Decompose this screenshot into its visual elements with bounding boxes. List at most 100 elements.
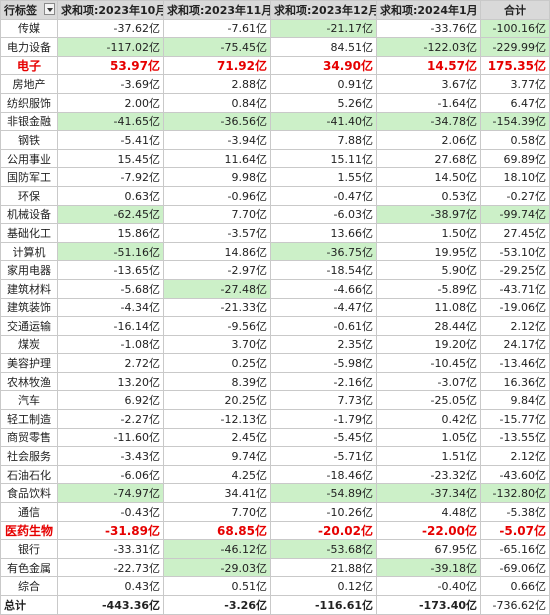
row-label-cell[interactable]: 石油石化 (0, 464, 58, 485)
value-cell-oct[interactable]: -7.92亿 (57, 167, 164, 187)
value-cell-nov[interactable]: -9.56亿 (163, 316, 271, 336)
value-cell-nov[interactable]: -29.03亿 (163, 557, 271, 578)
row-label-header[interactable]: 行标签 (0, 0, 58, 20)
row-label-cell[interactable]: 通信 (0, 502, 58, 522)
value-cell-oct[interactable]: 13.20亿 (57, 371, 164, 392)
row-label-cell[interactable]: 电力设备 (0, 37, 58, 57)
value-cell-nov[interactable]: 7.70亿 (163, 502, 271, 522)
value-cell-nov[interactable]: 9.98亿 (163, 167, 271, 187)
value-cell-dec[interactable]: 2.35亿 (270, 334, 377, 355)
value-cell-total[interactable]: -5.07亿 (480, 520, 550, 541)
value-cell-jan[interactable]: 28.44亿 (376, 316, 481, 336)
value-cell-nov[interactable]: 4.25亿 (163, 464, 271, 485)
value-cell-total[interactable]: 3.77亿 (480, 74, 550, 94)
column-header-dec[interactable]: 求和项:2023年12月 (270, 0, 377, 20)
value-cell-oct[interactable]: -74.97亿 (57, 483, 164, 504)
value-cell-total[interactable]: 69.89亿 (480, 148, 550, 169)
value-cell-nov[interactable]: 3.70亿 (163, 334, 271, 355)
value-cell-jan[interactable]: -38.97亿 (376, 204, 481, 225)
value-cell-nov[interactable]: 0.51亿 (163, 576, 271, 596)
value-cell-nov[interactable]: -2.97亿 (163, 260, 271, 280)
value-cell-oct[interactable]: 0.43亿 (57, 576, 164, 596)
row-label-cell[interactable]: 美容护理 (0, 353, 58, 373)
row-label-cell[interactable]: 纺织服饰 (0, 92, 58, 113)
value-cell-oct[interactable]: 53.97亿 (57, 55, 164, 76)
row-label-cell[interactable]: 建筑装饰 (0, 297, 58, 318)
total-cell-jan[interactable]: -173.40亿 (376, 595, 481, 615)
row-label-cell[interactable]: 银行 (0, 539, 58, 559)
row-label-cell[interactable]: 医药生物 (0, 520, 58, 541)
value-cell-nov[interactable]: -3.57亿 (163, 223, 271, 243)
value-cell-nov[interactable]: 0.84亿 (163, 92, 271, 113)
value-cell-jan[interactable]: -10.45亿 (376, 353, 481, 373)
row-label-cell[interactable]: 基础化工 (0, 223, 58, 243)
value-cell-jan[interactable]: 14.57亿 (376, 55, 481, 76)
value-cell-dec[interactable]: 0.91亿 (270, 74, 377, 94)
value-cell-nov[interactable]: 68.85亿 (163, 520, 271, 541)
value-cell-dec[interactable]: -21.17亿 (270, 18, 377, 39)
value-cell-nov[interactable]: 8.39亿 (163, 371, 271, 392)
value-cell-dec[interactable]: 7.73亿 (270, 390, 377, 411)
total-cell-dec[interactable]: -116.61亿 (270, 595, 377, 615)
value-cell-oct[interactable]: -3.69亿 (57, 74, 164, 94)
row-label-cell[interactable]: 国防军工 (0, 167, 58, 187)
value-cell-jan[interactable]: -22.00亿 (376, 520, 481, 541)
value-cell-total[interactable]: -19.06亿 (480, 297, 550, 318)
value-cell-oct[interactable]: -1.08亿 (57, 334, 164, 355)
value-cell-dec[interactable]: 1.55亿 (270, 167, 377, 187)
value-cell-total[interactable]: 18.10亿 (480, 167, 550, 187)
value-cell-jan[interactable]: -0.40亿 (376, 576, 481, 596)
value-cell-nov[interactable]: -7.61亿 (163, 18, 271, 39)
value-cell-dec[interactable]: 15.11亿 (270, 148, 377, 169)
value-cell-oct[interactable]: -0.43亿 (57, 502, 164, 522)
value-cell-oct[interactable]: -4.34亿 (57, 297, 164, 318)
value-cell-total[interactable]: 27.45亿 (480, 223, 550, 243)
value-cell-jan[interactable]: 1.51亿 (376, 446, 481, 466)
value-cell-oct[interactable]: -33.31亿 (57, 539, 164, 559)
value-cell-total[interactable]: -5.38亿 (480, 502, 550, 522)
row-label-cell[interactable]: 综合 (0, 576, 58, 596)
value-cell-dec[interactable]: 7.88亿 (270, 130, 377, 150)
value-cell-total[interactable]: -13.55亿 (480, 427, 550, 448)
value-cell-dec[interactable]: -2.16亿 (270, 371, 377, 392)
total-cell-oct[interactable]: -443.36亿 (57, 595, 164, 615)
value-cell-jan[interactable]: -122.03亿 (376, 37, 481, 57)
value-cell-jan[interactable]: -1.64亿 (376, 92, 481, 113)
value-cell-jan[interactable]: 0.53亿 (376, 185, 481, 206)
value-cell-oct[interactable]: -62.45亿 (57, 204, 164, 225)
value-cell-dec[interactable]: -4.66亿 (270, 278, 377, 299)
value-cell-jan[interactable]: 19.95亿 (376, 241, 481, 262)
value-cell-nov[interactable]: -3.94亿 (163, 130, 271, 150)
value-cell-oct[interactable]: -3.43亿 (57, 446, 164, 466)
value-cell-total[interactable]: -13.46亿 (480, 353, 550, 373)
value-cell-nov[interactable]: -12.13亿 (163, 409, 271, 429)
value-cell-nov[interactable]: 11.64亿 (163, 148, 271, 169)
total-label-cell[interactable]: 总计 (0, 595, 58, 615)
value-cell-jan[interactable]: 1.50亿 (376, 223, 481, 243)
value-cell-oct[interactable]: -13.65亿 (57, 260, 164, 280)
value-cell-jan[interactable]: 2.06亿 (376, 130, 481, 150)
value-cell-oct[interactable]: 2.00亿 (57, 92, 164, 113)
value-cell-dec[interactable]: -18.46亿 (270, 464, 377, 485)
value-cell-nov[interactable]: 71.92亿 (163, 55, 271, 76)
value-cell-jan[interactable]: 14.50亿 (376, 167, 481, 187)
value-cell-total[interactable]: -15.77亿 (480, 409, 550, 429)
value-cell-jan[interactable]: -5.89亿 (376, 278, 481, 299)
value-cell-total[interactable]: -65.16亿 (480, 539, 550, 559)
row-label-cell[interactable]: 钢铁 (0, 130, 58, 150)
value-cell-oct[interactable]: -5.41亿 (57, 130, 164, 150)
value-cell-nov[interactable]: -75.45亿 (163, 37, 271, 57)
value-cell-total[interactable]: 175.35亿 (480, 55, 550, 76)
value-cell-jan[interactable]: 4.48亿 (376, 502, 481, 522)
value-cell-jan[interactable]: -3.07亿 (376, 371, 481, 392)
value-cell-jan[interactable]: 5.90亿 (376, 260, 481, 280)
value-cell-total[interactable]: 0.66亿 (480, 576, 550, 596)
value-cell-dec[interactable]: -36.75亿 (270, 241, 377, 262)
value-cell-total[interactable]: 24.17亿 (480, 334, 550, 355)
value-cell-dec[interactable]: -10.26亿 (270, 502, 377, 522)
value-cell-oct[interactable]: -6.06亿 (57, 464, 164, 485)
value-cell-dec[interactable]: 5.26亿 (270, 92, 377, 113)
value-cell-jan[interactable]: 11.08亿 (376, 297, 481, 318)
value-cell-oct[interactable]: 15.45亿 (57, 148, 164, 169)
value-cell-total[interactable]: 16.36亿 (480, 371, 550, 392)
